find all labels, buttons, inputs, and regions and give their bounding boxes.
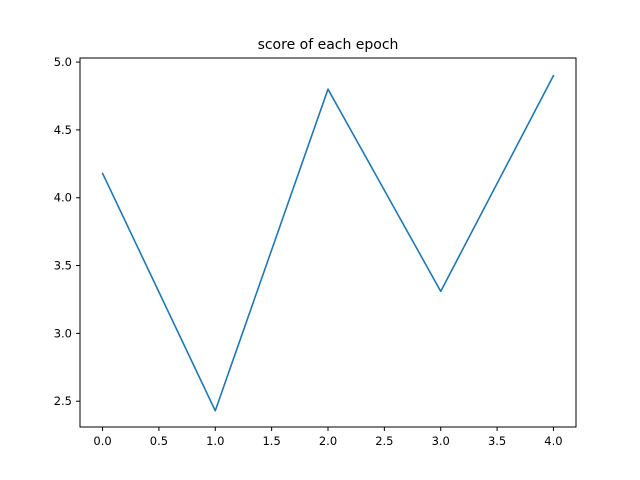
chart-title: score of each epoch: [258, 37, 399, 53]
x-tick-label: 0.0: [93, 434, 111, 448]
x-tick-label: 1.0: [206, 434, 224, 448]
x-tick-label: 1.5: [262, 434, 280, 448]
x-tick-label: 3.0: [432, 434, 450, 448]
series-line: [101, 74, 555, 412]
x-tick-label: 2.0: [319, 434, 337, 448]
axis-ticks: 0.0 0.5 1.0 1.5 2.0 2.5 3.0 3.5 4.0 2.5 3.0 3.5 4.0 4…: [54, 55, 563, 448]
series-group: [101, 74, 555, 412]
y-tick-label: 3.0: [54, 326, 72, 340]
plot-frame: [79, 57, 577, 428]
y-tick-label: 5.0: [54, 55, 72, 69]
y-tick-label: 4.5: [54, 123, 72, 137]
x-tick-label: 3.5: [488, 434, 506, 448]
x-tick-label: 0.5: [150, 434, 168, 448]
y-tick-label: 2.5: [54, 394, 72, 408]
y-tick-label: 3.5: [54, 259, 72, 273]
y-tick-label: 4.0: [54, 191, 72, 205]
x-tick-label: 4.0: [544, 434, 562, 448]
x-tick-label: 2.5: [375, 434, 393, 448]
